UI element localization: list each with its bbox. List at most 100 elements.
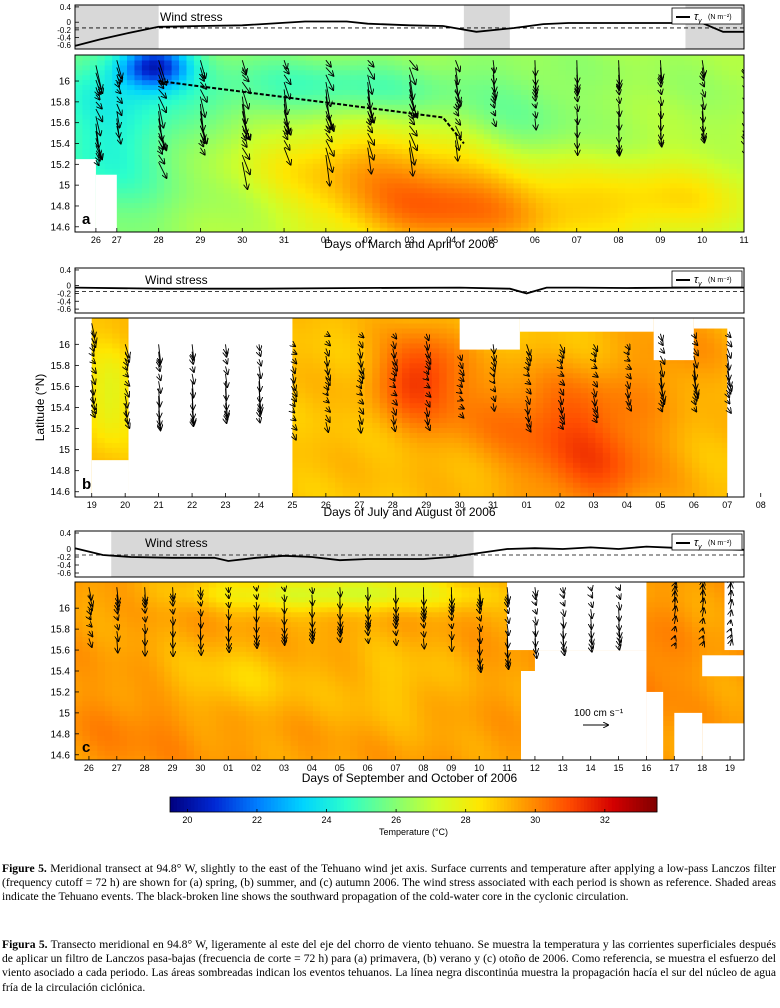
reference-arrow: 100 cm s⁻¹ [574, 708, 624, 725]
current-vector-column [173, 587, 174, 656]
latitude-tick-label: 15.8 [51, 361, 71, 372]
day-tick-label: 08 [614, 235, 624, 245]
wind-ytick-label: 0 [67, 282, 72, 291]
day-tick-label: 11 [502, 763, 511, 773]
wind-ytick-label: -0.6 [57, 569, 71, 578]
colorbar-frame [169, 796, 658, 813]
wind-ytick-label: -0.4 [57, 34, 71, 43]
wind-stress-panel-b-wind: 0.4 0-0.2-0.4-0.6 Wind stress τy (N m⁻²) [57, 266, 745, 314]
current-vector-column [359, 334, 363, 433]
wind-legend-symbol: τy [694, 11, 702, 25]
no-data-mask [91, 460, 129, 497]
day-tick-label: 29 [421, 500, 431, 510]
wind-ytick-label: 0.4 [60, 529, 72, 538]
panel-label-c: c [82, 739, 90, 756]
no-data-mask [75, 318, 92, 497]
current-vector-column [292, 344, 296, 439]
current-vector-column [368, 59, 374, 173]
current-vector-column [125, 344, 129, 428]
day-tick-label: 08 [756, 500, 766, 510]
day-tick-label: 14 [586, 763, 596, 773]
current-vectors [92, 323, 732, 439]
wind-ytick-label: 0 [67, 545, 72, 554]
temperature-field [75, 55, 744, 232]
day-tick-label: 20 [120, 500, 130, 510]
wind-stress-line [74, 545, 745, 562]
latitude-tick-label: 15.6 [51, 382, 71, 393]
current-vector-column [423, 587, 424, 648]
current-vector-column [527, 344, 531, 431]
current-vector-column [145, 587, 146, 655]
current-vector-column [702, 60, 705, 142]
no-data-mask [519, 318, 654, 332]
current-vector-column [393, 334, 397, 431]
day-tick-label: 08 [418, 763, 428, 773]
day-tick-label: 31 [279, 235, 289, 245]
panel-label-b: b [82, 476, 91, 493]
temperature-field [75, 318, 744, 497]
current-vector-column [591, 587, 593, 652]
colorbar-tick-label: 24 [322, 815, 332, 825]
no-data-mask [724, 582, 744, 651]
current-vector-column [312, 587, 313, 643]
day-tick-label: 07 [572, 235, 582, 245]
latitude-tick-label: 14.6 [51, 750, 71, 761]
latitude-tick-label: 15.2 [51, 687, 71, 698]
day-tick-label: 07 [391, 763, 401, 773]
no-data-mask [521, 671, 549, 760]
day-tick-label: 03 [404, 235, 414, 245]
current-vector-column [660, 333, 664, 412]
day-tick-label: 02 [363, 235, 373, 245]
day-tick-label: 06 [530, 235, 540, 245]
day-tick-label: 12 [530, 763, 540, 773]
no-data-mask [693, 318, 744, 329]
current-vector-column [535, 587, 537, 658]
day-tick-label: 22 [187, 500, 197, 510]
no-data-mask [702, 655, 744, 677]
current-vector-column [340, 587, 341, 642]
current-vector-column [577, 60, 578, 155]
day-tick-label: 03 [279, 763, 289, 773]
wind-legend-box [671, 533, 743, 551]
current-vector-column [396, 587, 397, 645]
caption-en-label: Figure 5. [2, 862, 47, 875]
day-tick-label: 18 [697, 763, 707, 773]
day-tick-label: 30 [455, 500, 465, 510]
day-tick-label: 02 [251, 763, 261, 773]
current-vector-column [535, 60, 536, 129]
current-vector-column [619, 587, 621, 649]
reference-arrow-label: 100 cm s⁻¹ [574, 708, 624, 719]
current-vector-column [627, 344, 631, 410]
day-tick-label: 04 [307, 763, 317, 773]
day-tick-label: 04 [446, 235, 456, 245]
wind-ytick-label: -0.2 [57, 553, 71, 562]
day-tick-label: 04 [622, 500, 632, 510]
current-vector-column [200, 587, 201, 655]
day-tick-label: 26 [91, 235, 101, 245]
current-vector-column [117, 587, 119, 652]
current-vector-column [242, 60, 250, 189]
wind-stress-line [74, 286, 744, 295]
wind-ytick-label: -0.6 [57, 41, 71, 50]
current-vector-column [326, 334, 330, 432]
day-tick-label: 02 [555, 500, 565, 510]
colorbar-tick-label: 28 [461, 815, 471, 825]
no-data-mask [75, 159, 96, 232]
day-tick-label: 27 [112, 763, 122, 773]
caption-es-text: Transecto meridional en 94.8° W, ligeram… [2, 938, 776, 994]
day-tick-label: 06 [363, 763, 373, 773]
wind-ytick-label: -0.2 [57, 289, 71, 298]
day-tick-label: 23 [221, 500, 231, 510]
wind-stress-title: Wind stress [145, 273, 208, 287]
day-tick-label: 10 [697, 235, 707, 245]
latitude-tick-label: 14.8 [51, 729, 71, 740]
day-axis-label: Days of September and October of 2006 [302, 771, 518, 785]
latitude-tick-label: 15.8 [51, 97, 71, 108]
day-tick-label: 09 [446, 763, 456, 773]
current-vector-column [228, 587, 229, 652]
current-vector-column [594, 344, 598, 422]
temperature-panel-a: 16 15.8 15.6 15.4 15.2 15 14.8 14.6 26 27 28 29 30 31… [51, 54, 749, 251]
day-tick-label: 05 [335, 763, 345, 773]
current-vector-column [426, 333, 430, 430]
